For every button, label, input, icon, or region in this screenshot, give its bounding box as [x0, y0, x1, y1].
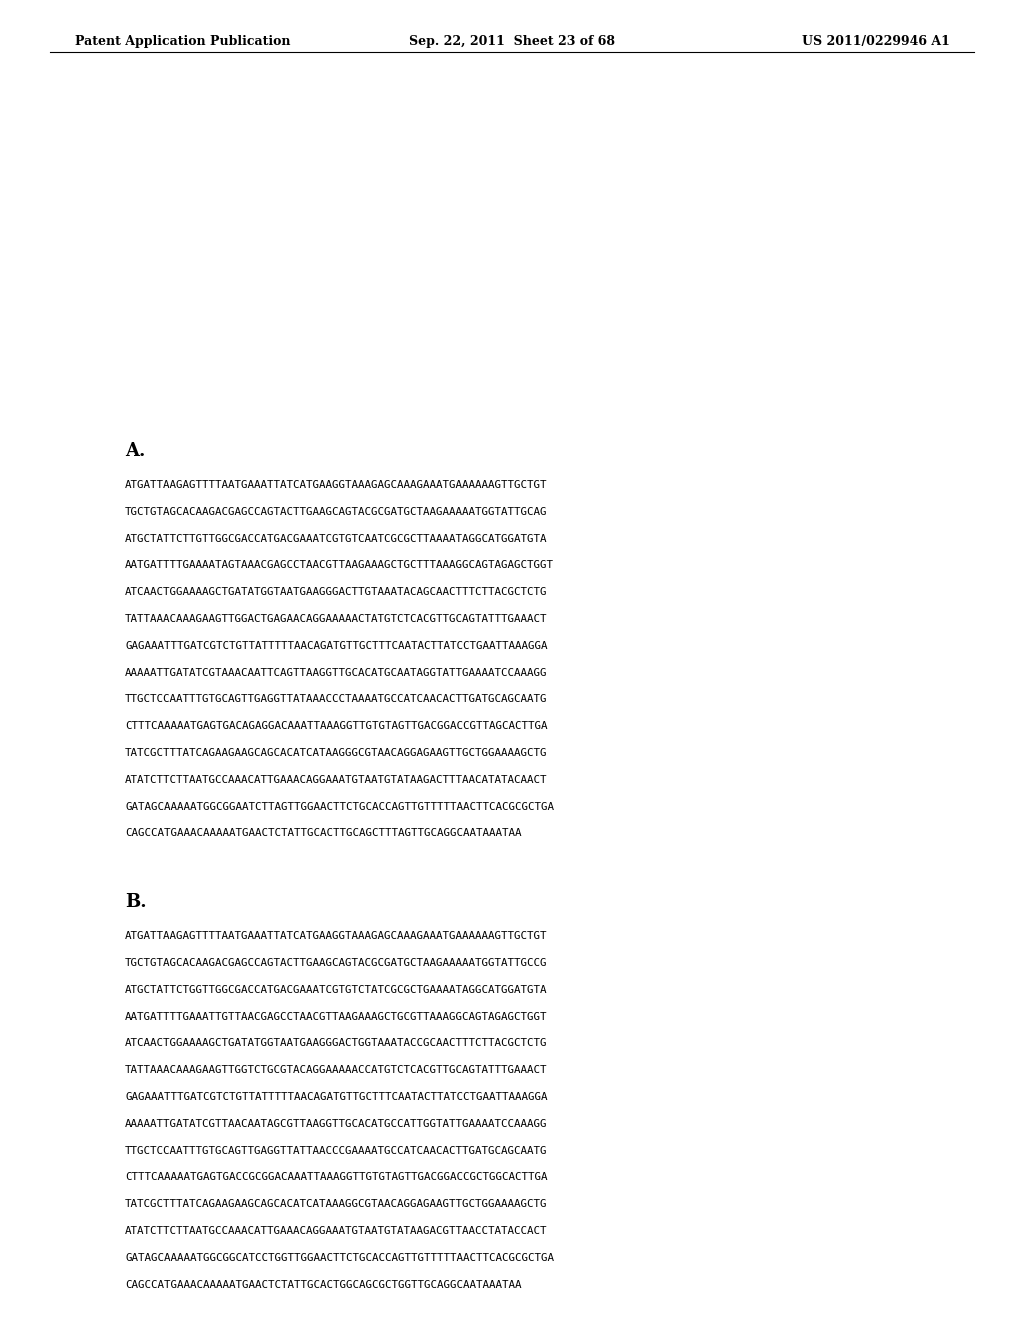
- Text: TATCGCTTTATCAGAAGAAGCAGCACATCATAAAGGCGTAACAGGAGAAGTTGCTGGAAAAGCTG: TATCGCTTTATCAGAAGAAGCAGCACATCATAAAGGCGTA…: [125, 1199, 548, 1209]
- Text: US 2011/0229946 A1: US 2011/0229946 A1: [802, 36, 950, 48]
- Text: TTGCTCCAATTTGTGCAGTTGAGGTTATTAACCCGAAAATGCCATCAACACTTGATGCAGCAATG: TTGCTCCAATTTGTGCAGTTGAGGTTATTAACCCGAAAAT…: [125, 1146, 548, 1155]
- Text: AATGATTTTGAAAATAGTAAACGAGCCTAACGTTAAGAAAGCTGCTTTAAAGGCAGTAGAGCTGGT: AATGATTTTGAAAATAGTAAACGAGCCTAACGTTAAGAAA…: [125, 561, 554, 570]
- Text: Sep. 22, 2011  Sheet 23 of 68: Sep. 22, 2011 Sheet 23 of 68: [409, 36, 615, 48]
- Text: TGCTGTAGCACAAGACGAGCCAGTACTTGAAGCAGTACGCGATGCTAAGAAAAATGGTATTGCAG: TGCTGTAGCACAAGACGAGCCAGTACTTGAAGCAGTACGC…: [125, 507, 548, 517]
- Text: AATGATTTTGAAATTGTTAACGAGCCTAACGTTAAGAAAGCTGCGTTAAAGGCAGTAGAGCTGGT: AATGATTTTGAAATTGTTAACGAGCCTAACGTTAAGAAAG…: [125, 1011, 548, 1022]
- Text: TTGCTCCAATTTGTGCAGTTGAGGTTATAAACCCTAAAATGCCATCAACACTTGATGCAGCAATG: TTGCTCCAATTTGTGCAGTTGAGGTTATAAACCCTAAAAT…: [125, 694, 548, 705]
- Text: A.: A.: [125, 442, 145, 459]
- Text: GATAGCAAAAATGGCGGAATCTTAGTTGGAACTTCTGCACCAGTTGTTTTTAACTTCACGCGCTGA: GATAGCAAAAATGGCGGAATCTTAGTTGGAACTTCTGCAC…: [125, 801, 554, 812]
- Text: B.: B.: [125, 894, 146, 911]
- Text: ATCAACTGGAAAAGCTGATATGGTAATGAAGGGACTGGTAAATACCGCAACTTTCTTACGCTCTG: ATCAACTGGAAAAGCTGATATGGTAATGAAGGGACTGGTA…: [125, 1039, 548, 1048]
- Text: GAGAAATTTGATCGTCTGTTATTTTTAACAGATGTTGCTTTCAATACTTATCCTGAATTAAAGGA: GAGAAATTTGATCGTCTGTTATTTTTAACAGATGTTGCTT…: [125, 640, 548, 651]
- Text: ATGCTATTCTGGTTGGCGACCATGACGAAATCGTGTCTATCGCGCTGAAAATAGGCATGGATGTA: ATGCTATTCTGGTTGGCGACCATGACGAAATCGTGTCTAT…: [125, 985, 548, 995]
- Text: AAAAATTGATATCGTTAACAATAGCGTTAAGGTTGCACATGCCATTGGTATTGAAAATCCAAAGG: AAAAATTGATATCGTTAACAATAGCGTTAAGGTTGCACAT…: [125, 1119, 548, 1129]
- Text: CTTTCAAAAATGAGTGACAGAGGACAAATTAAAGGTTGTGTAGTTGACGGACCGTTAGCACTTGA: CTTTCAAAAATGAGTGACAGAGGACAAATTAAAGGTTGTG…: [125, 721, 548, 731]
- Text: Patent Application Publication: Patent Application Publication: [75, 36, 291, 48]
- Text: ATGATTAAGAGTTTTAATGAAATTATCATGAAGGTAAAGAGCAAAGAAATGAAAAAAGTTGCTGT: ATGATTAAGAGTTTTAATGAAATTATCATGAAGGTAAAGA…: [125, 931, 548, 941]
- Text: GATAGCAAAAATGGCGGCATCCTGGTTGGAACTTCTGCACCAGTTGTTTTTAACTTCACGCGCTGA: GATAGCAAAAATGGCGGCATCCTGGTTGGAACTTCTGCAC…: [125, 1253, 554, 1263]
- Text: AAAAATTGATATCGTAAACAATTCAGTTAAGGTTGCACATGCAATAGGTATTGAAAATCCAAAGG: AAAAATTGATATCGTAAACAATTCAGTTAAGGTTGCACAT…: [125, 668, 548, 677]
- Text: ATATCTTCTTAATGCCAAACATTGAAACAGGAAATGTAATGTATAAGACTTTAACATATACAACT: ATATCTTCTTAATGCCAAACATTGAAACAGGAAATGTAAT…: [125, 775, 548, 785]
- Text: ATGCTATTCTTGTTGGCGACCATGACGAAATCGTGTCAATCGCGCTTAAAATAGGCATGGATGTA: ATGCTATTCTTGTTGGCGACCATGACGAAATCGTGTCAAT…: [125, 533, 548, 544]
- Text: ATGATTAAGAGTTTTAATGAAATTATCATGAAGGTAAAGAGCAAAGAAATGAAAAAAGTTGCTGT: ATGATTAAGAGTTTTAATGAAATTATCATGAAGGTAAAGA…: [125, 480, 548, 490]
- Text: ATATCTTCTTAATGCCAAACATTGAAACAGGAAATGTAATGTATAAGACGTTAACCTATACCACT: ATATCTTCTTAATGCCAAACATTGAAACAGGAAATGTAAT…: [125, 1226, 548, 1236]
- Text: TATTAAACAAAGAAGTTGGACTGAGAACAGGAAAAACTATGTCTCACGTTGCAGTATTTGAAACT: TATTAAACAAAGAAGTTGGACTGAGAACAGGAAAAACTAT…: [125, 614, 548, 624]
- Text: GAGAAATTTGATCGTCTGTTATTTTTAACAGATGTTGCTTTCAATACTTATCCTGAATTAAAGGA: GAGAAATTTGATCGTCTGTTATTTTTAACAGATGTTGCTT…: [125, 1092, 548, 1102]
- Text: CAGCCATGAAACAAAAATGAACTCTATTGCACTGGCAGCGCTGGTTGCAGGCAATAAATAA: CAGCCATGAAACAAAAATGAACTCTATTGCACTGGCAGCG…: [125, 1279, 521, 1290]
- Text: TGCTGTAGCACAAGACGAGCCAGTACTTGAAGCAGTACGCGATGCTAAGAAAAATGGTATTGCCG: TGCTGTAGCACAAGACGAGCCAGTACTTGAAGCAGTACGC…: [125, 958, 548, 968]
- Text: CAGCCATGAAACAAAAATGAACTCTATTGCACTTGCAGCTTTAGTTGCAGGCAATAAATAA: CAGCCATGAAACAAAAATGAACTCTATTGCACTTGCAGCT…: [125, 829, 521, 838]
- Text: ATCAACTGGAAAAGCTGATATGGTAATGAAGGGACTTGTAAATACAGCAACTTTCTTACGCTCTG: ATCAACTGGAAAAGCTGATATGGTAATGAAGGGACTTGTA…: [125, 587, 548, 597]
- Text: TATTAAACAAAGAAGTTGGTCTGCGTACAGGAAAAACCATGTCTCACGTTGCAGTATTTGAAACT: TATTAAACAAAGAAGTTGGTCTGCGTACAGGAAAAACCAT…: [125, 1065, 548, 1076]
- Text: CTTTCAAAAATGAGTGACCGCGGACAAATTAAAGGTTGTGTAGTTGACGGACCGCTGGCACTTGA: CTTTCAAAAATGAGTGACCGCGGACAAATTAAAGGTTGTG…: [125, 1172, 548, 1183]
- Text: TATCGCTTTATCAGAAGAAGCAGCACATCATAAGGGCGTAACAGGAGAAGTTGCTGGAAAAGCTG: TATCGCTTTATCAGAAGAAGCAGCACATCATAAGGGCGTA…: [125, 748, 548, 758]
